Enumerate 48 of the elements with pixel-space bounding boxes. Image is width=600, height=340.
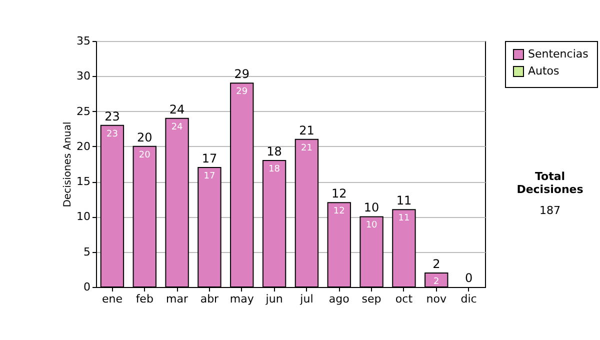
data-label: 29 (236, 87, 248, 98)
text: Total Decisiones (516, 170, 584, 196)
y-tick-label: 35 (76, 34, 90, 48)
y-tick-label: 30 (76, 70, 90, 83)
total-label: 21 (299, 123, 314, 138)
data-label: 2 (434, 276, 440, 287)
total-label: 17 (202, 152, 218, 166)
data-label: 17 (204, 172, 216, 182)
x-tick-label: ene (102, 292, 123, 306)
data-label: 18 (268, 164, 280, 174)
total-label: 12 (331, 186, 347, 201)
data-label: 20 (138, 150, 151, 160)
total-label: 20 (136, 130, 152, 144)
data-label: 12 (333, 206, 345, 217)
data-label: 23 (106, 129, 118, 140)
legend-label: Autos (528, 64, 560, 78)
data-label: 24 (171, 122, 184, 132)
data-label: 21 (300, 143, 312, 154)
y-axis-title: Decisiones Anual (62, 122, 74, 208)
total-label: 2 (432, 256, 440, 271)
x-tick-label: may (230, 292, 254, 306)
y-tick-label: 10 (76, 210, 90, 224)
x-tick-label: nov (426, 292, 447, 306)
x-tick-label: feb (136, 292, 154, 306)
total-label: 0 (464, 271, 473, 285)
total-label: 23 (104, 109, 120, 124)
data-label: 10 (366, 220, 378, 231)
text: 187 (538, 204, 562, 217)
y-tick-label: 20 (76, 140, 90, 153)
x-tick-label: sep (362, 292, 382, 306)
x-tick-label: jul (299, 292, 314, 306)
x-tick-label: mar (166, 292, 189, 306)
y-tick-label: 25 (76, 104, 90, 118)
y-tick-label: 5 (84, 245, 90, 258)
data-label: 11 (398, 214, 410, 224)
x-tick-label: ago (328, 292, 350, 306)
x-tick-label: abr (200, 292, 220, 306)
x-tick-label: jun (264, 292, 283, 306)
y-tick-label: 0 (84, 280, 90, 294)
total-label: 24 (169, 102, 185, 116)
legend-label: Sentencias (528, 48, 589, 60)
x-tick-label: dic (460, 292, 477, 306)
x-tick-label: oct (395, 292, 414, 306)
y-tick-label: 15 (76, 175, 90, 188)
total-label: 18 (266, 144, 282, 158)
total-label: 10 (364, 200, 380, 215)
total-label: 29 (234, 67, 250, 82)
total-label: 11 (396, 194, 412, 208)
